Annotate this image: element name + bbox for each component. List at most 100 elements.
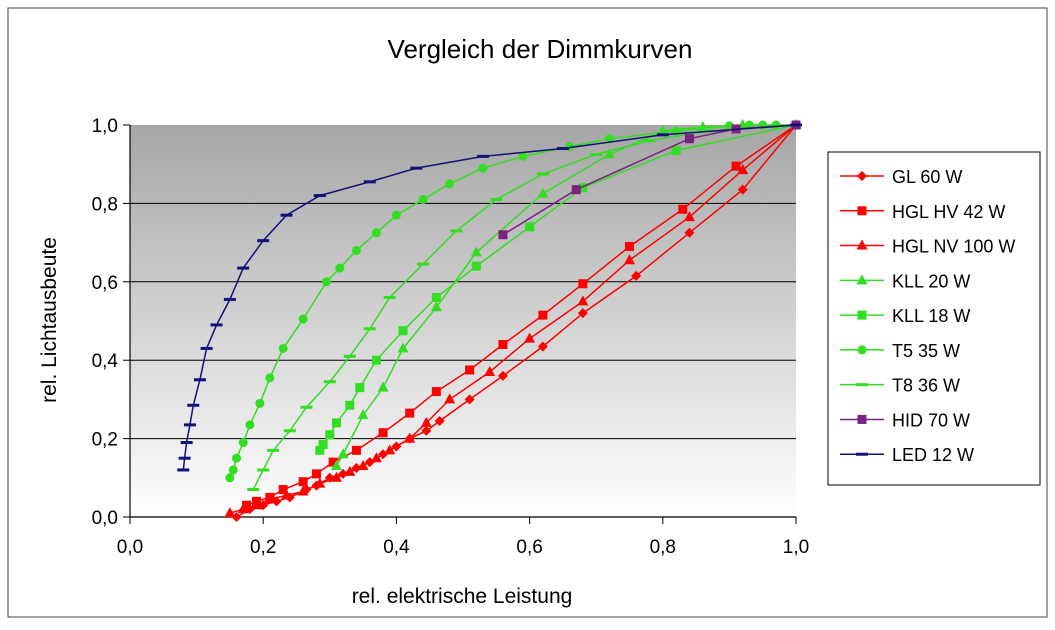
data-point <box>330 460 342 471</box>
data-point <box>232 453 242 463</box>
legend-item: HID 70 W <box>840 410 970 430</box>
legend-label: T8 36 W <box>892 376 960 396</box>
data-point <box>325 430 335 440</box>
legend-label: GL 60 W <box>892 167 962 187</box>
data-point <box>351 245 361 255</box>
data-point <box>242 500 252 510</box>
data-point <box>498 340 508 350</box>
data-point <box>193 378 206 382</box>
legend-label: HID 70 W <box>892 410 970 430</box>
data-point <box>313 194 326 198</box>
data-point <box>343 354 356 358</box>
data-point <box>484 365 496 376</box>
legend-swatch-marker <box>856 452 868 456</box>
data-point <box>537 341 548 352</box>
data-point <box>183 423 196 427</box>
data-point <box>524 332 536 343</box>
data-point <box>391 210 401 220</box>
data-point <box>371 228 381 238</box>
data-point <box>371 355 381 365</box>
data-point <box>335 263 345 273</box>
data-point <box>351 445 361 455</box>
data-point <box>498 230 508 240</box>
legend-item: HGL NV 100 W <box>840 237 1015 257</box>
data-point <box>398 326 408 336</box>
data-point <box>378 428 388 438</box>
legend-item: KLL 20 W <box>840 271 970 291</box>
data-point <box>265 373 275 383</box>
data-point <box>225 473 235 483</box>
data-point <box>280 213 293 217</box>
data-point <box>264 493 276 504</box>
data-point <box>497 370 508 381</box>
legend-item: T5 35 W <box>840 341 960 361</box>
data-point <box>298 314 308 324</box>
data-point <box>281 489 293 500</box>
data-point <box>238 438 248 448</box>
data-point <box>247 488 260 492</box>
data-point <box>404 432 416 443</box>
data-point <box>410 166 423 170</box>
data-point <box>556 147 569 151</box>
data-point <box>631 270 642 281</box>
data-point <box>328 457 338 467</box>
data-point <box>383 295 396 299</box>
data-point <box>464 394 475 405</box>
data-point <box>471 261 481 271</box>
data-point <box>578 183 588 193</box>
data-point <box>283 429 296 433</box>
legend-label: HGL HV 42 W <box>892 202 1005 222</box>
legend-swatch-marker <box>857 206 867 216</box>
data-point <box>267 448 280 452</box>
data-point <box>231 512 242 522</box>
data-point <box>321 277 331 287</box>
data-point <box>377 381 389 392</box>
x-tick-label: 0,8 <box>650 537 676 558</box>
legend-label: T5 35 W <box>892 341 960 361</box>
data-point <box>337 448 349 459</box>
data-point <box>357 460 369 471</box>
data-point <box>578 279 588 289</box>
data-point <box>656 133 669 137</box>
y-tick-label: 0,0 <box>92 508 118 529</box>
data-point <box>228 465 238 475</box>
data-point <box>577 295 589 306</box>
data-point <box>297 485 309 496</box>
legend-swatch-marker <box>857 310 867 320</box>
data-point <box>314 477 326 488</box>
data-point <box>417 262 430 266</box>
data-point <box>678 204 688 214</box>
data-point <box>790 123 802 127</box>
data-point <box>571 185 581 195</box>
legend-item: KLL 18 W <box>840 306 970 326</box>
data-point <box>450 229 463 233</box>
series-8 <box>177 123 802 472</box>
x-tick-label: 0,2 <box>250 537 276 558</box>
data-point <box>210 323 223 327</box>
data-point <box>684 134 694 144</box>
data-point <box>465 365 475 375</box>
legend-item: GL 60 W <box>840 167 962 187</box>
x-tick-label: 1,0 <box>783 537 809 558</box>
data-point <box>537 187 549 198</box>
data-point <box>737 184 748 195</box>
x-tick-label: 0,0 <box>117 537 143 558</box>
data-point <box>590 152 603 156</box>
data-point <box>278 343 288 353</box>
series-2 <box>224 119 802 518</box>
legend-swatch-marker <box>857 414 867 424</box>
data-point <box>257 468 270 472</box>
series-5 <box>225 120 781 483</box>
data-point <box>177 468 190 472</box>
plot-background <box>130 125 796 517</box>
legend-label: KLL 20 W <box>892 271 970 291</box>
data-point <box>251 499 263 510</box>
data-point <box>300 405 313 409</box>
data-point <box>538 310 548 320</box>
legend-swatch-marker <box>857 345 867 355</box>
x-tick-label: 0,6 <box>516 537 542 558</box>
data-point <box>684 227 695 238</box>
y-tick-label: 1,0 <box>92 116 118 137</box>
data-point <box>237 266 250 270</box>
